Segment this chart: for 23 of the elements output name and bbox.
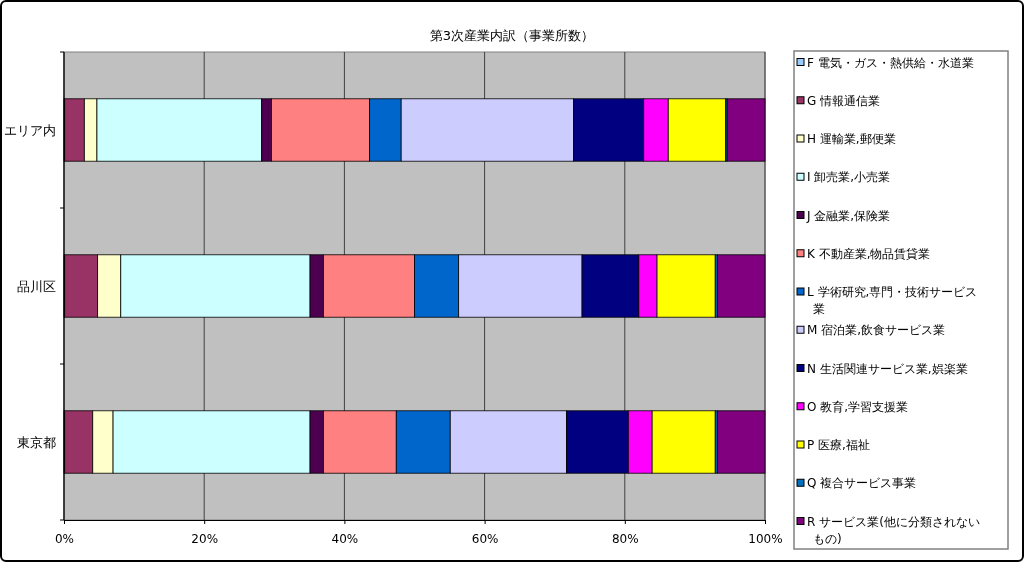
legend-label: L 学術研究,専門・技術サービス業	[807, 285, 978, 316]
legend-label: F 電気・ガス・熱供給・水道業	[807, 55, 974, 70]
legend-label: K 不動産業,物品賃貸業	[807, 246, 931, 261]
legend-label: G 情報通信業	[807, 93, 881, 108]
legend-label: M 宿泊業,飲食サービス業	[807, 323, 945, 338]
x-tick-label: 100%	[748, 531, 783, 546]
legend-label: N 生活関連サービス業,娯楽業	[807, 361, 968, 376]
y-tick-label: 品川区	[17, 279, 56, 294]
legend-label: R サービス業(他に分類されないもの)	[807, 514, 980, 546]
legend-label: Q 複合サービス事業	[807, 476, 917, 491]
legend-label: I 卸売業,小売業	[807, 170, 891, 185]
legend-label: P 医療,福祉	[807, 438, 870, 452]
x-tick-label: 40%	[331, 531, 359, 546]
x-tick-label: 80%	[611, 531, 639, 546]
legend-label: O 教育,学習支援業	[807, 399, 909, 414]
x-tick-label: 60%	[471, 531, 499, 546]
x-tick-label: 20%	[191, 531, 219, 546]
chart-title: 第3次産業内訳（事業所数）	[429, 28, 595, 43]
legend-label: J 金融業,保険業	[806, 208, 891, 223]
legend-label: H 運輸業,郵便業	[807, 132, 896, 146]
y-tick-label: 東京都	[17, 435, 56, 450]
y-tick-label: エリア内	[4, 123, 56, 138]
x-tick-label: 0%	[54, 531, 75, 546]
